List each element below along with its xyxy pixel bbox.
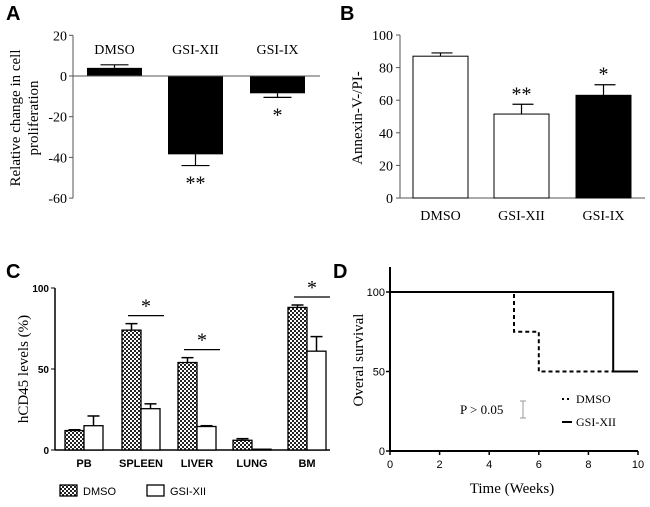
legend-label-gsi-xii: GSI-XII [170, 486, 206, 498]
significance-star: ** [186, 173, 206, 195]
y-tick-label: 60 [379, 94, 393, 109]
panel-label-b: B [340, 3, 354, 25]
significance-star: * [273, 104, 283, 126]
y-tick-label: -20 [48, 111, 67, 126]
x-tick-label: 0 [387, 459, 393, 471]
survival-line-dmso [390, 291, 614, 373]
error-bar-icon [520, 400, 526, 419]
significance-star: ** [512, 83, 532, 105]
category-label: GSI-XII [498, 209, 545, 224]
y-axis-label: hCD45 levels (%) [16, 315, 32, 423]
x-axis-label: Time (Weeks) [470, 481, 554, 497]
significance-star: * [197, 330, 207, 352]
significance-star: * [141, 296, 151, 318]
bar-gsi-ix [575, 94, 632, 199]
category-label: GSI-XII [172, 43, 219, 58]
y-tick-label: 0 [379, 446, 385, 458]
legend-swatch-dmso [59, 484, 78, 497]
y-axis-label: Overal survival [351, 314, 367, 407]
category-label: BM [298, 458, 315, 470]
y-tick-label: 50 [38, 365, 50, 376]
y-axis-label-line2: proliferation [26, 80, 42, 155]
bar-dmso-pb [64, 429, 85, 451]
y-axis-label-line1: Relative change in cell [8, 49, 24, 186]
category-label: DMSO [420, 209, 460, 224]
y-tick-label: 20 [379, 159, 393, 174]
bar-gsi-xii [168, 76, 223, 155]
bar-gsi-xii-bm [306, 350, 327, 451]
bar-dmso [412, 55, 469, 199]
y-tick-label: 0 [43, 446, 49, 457]
y-tick-label: 100 [372, 29, 393, 44]
p-value-annotation: P > 0.05 [460, 402, 503, 417]
y-axis-label: Annexin-V-/PI- [350, 71, 366, 165]
y-tick-label: 100 [32, 284, 49, 295]
bar-dmso-liver [177, 361, 198, 451]
x-tick-label: 10 [632, 459, 644, 471]
y-tick-label: 0 [60, 70, 67, 85]
category-label: DMSO [94, 43, 134, 58]
bar-dmso-spleen [121, 329, 142, 451]
bar-gsi-xii-lung [251, 448, 272, 451]
y-tick-label: -60 [48, 192, 67, 207]
category-label: LUNG [236, 458, 267, 470]
category-label: SPLEEN [119, 458, 163, 470]
y-tick-label: 40 [379, 127, 393, 142]
bar-gsi-xii-pb [83, 425, 104, 451]
category-label: LIVER [181, 458, 213, 470]
significance-star: * [307, 277, 317, 299]
bar-gsi-xii-liver [196, 425, 217, 451]
panel-b-chart: 0 20 40 60 80 100 DMSO GSI-XII ** GSI-IX * Annexin-… [350, 29, 645, 224]
legend-swatch-gsi-xii [146, 484, 165, 497]
y-tick-label: 20 [53, 29, 67, 44]
y-tick-label: 100 [367, 287, 385, 299]
x-tick-label: 2 [437, 459, 443, 471]
panel-label-c: C [6, 261, 20, 283]
legend-label-dmso: DMSO [576, 392, 611, 406]
x-tick-label: 6 [536, 459, 542, 471]
y-tick-label: -40 [48, 151, 67, 166]
x-tick-label: 8 [585, 459, 591, 471]
y-tick-label: 80 [379, 62, 393, 77]
panel-label-d: D [333, 261, 347, 283]
x-tick-label: 4 [486, 459, 492, 471]
bar-dmso [87, 67, 142, 76]
y-tick-label: 0 [386, 192, 393, 207]
category-label: GSI-IX [257, 43, 299, 58]
panel-c-chart: 0 50 100 PB SPLEEN * LIVER * LUNG BM * hCD45 levels… [16, 277, 330, 498]
bar-dmso-bm [287, 306, 308, 451]
bar-gsi-xii-spleen [140, 408, 161, 451]
significance-star: * [599, 64, 609, 86]
category-label: GSI-IX [583, 209, 625, 224]
bar-gsi-xii [493, 113, 550, 199]
panel-label-a: A [6, 3, 20, 25]
legend-label-dmso: DMSO [83, 486, 116, 498]
legend-label-gsi-xii: GSI-XII [576, 415, 616, 429]
y-tick-label: 50 [373, 367, 385, 379]
panel-a-chart: 20 0 -20 -40 -60 DMSO GSI-XII ** GSI-IX * Relative… [8, 29, 320, 207]
category-label: PB [76, 458, 91, 470]
bar-gsi-ix [250, 76, 305, 94]
survival-line-gsi-xii [390, 291, 638, 373]
panel-d-chart: 0 50 100 0 2 4 6 8 10 Time (Weeks) Overal survival… [351, 267, 644, 497]
bar-dmso-lung [232, 439, 253, 451]
